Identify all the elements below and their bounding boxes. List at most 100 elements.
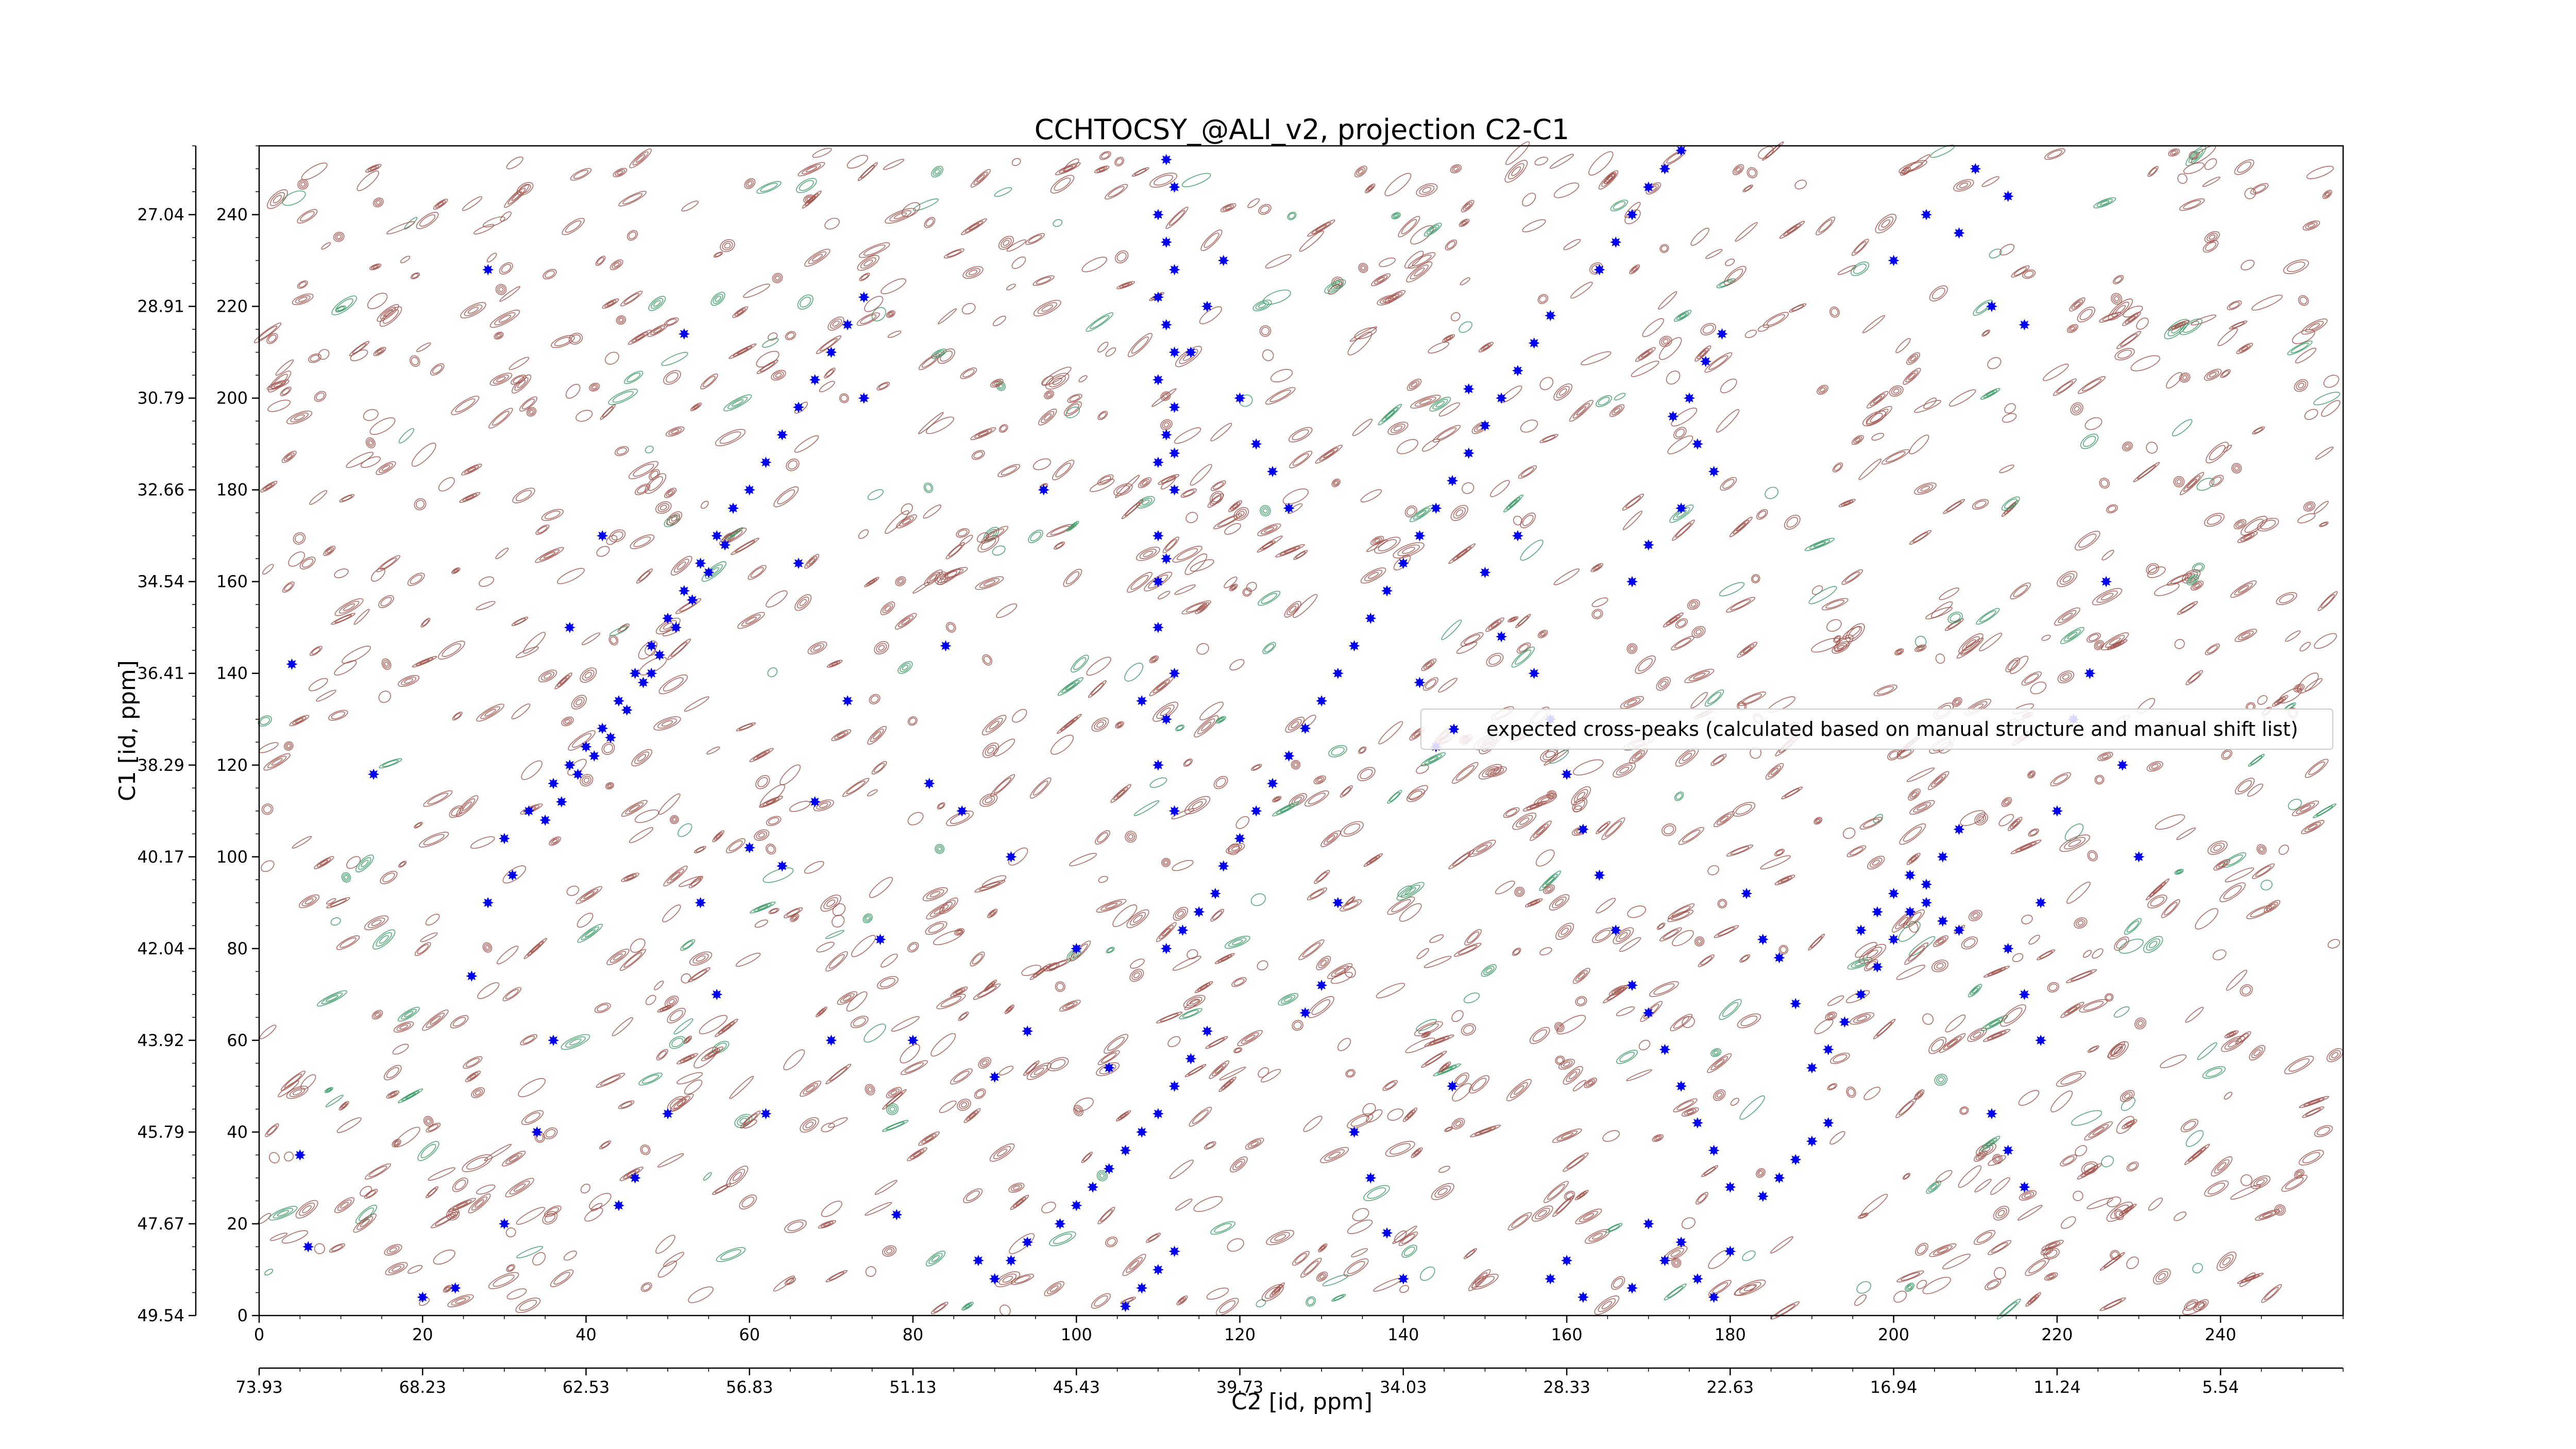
contour-ring xyxy=(1442,334,1455,343)
contour-ring xyxy=(266,379,290,391)
contour-ring xyxy=(1596,395,1613,407)
contour-ring xyxy=(1073,1105,1084,1117)
contour-ring xyxy=(2237,531,2258,543)
contour-ring xyxy=(1340,821,1364,837)
contour-ring xyxy=(2223,444,2232,452)
contour-ring xyxy=(1419,185,1435,195)
contour-ring xyxy=(502,1151,526,1167)
contour-ring xyxy=(675,598,702,614)
contour-ring xyxy=(719,431,741,444)
contour-ring xyxy=(1553,568,1580,585)
contour-ring xyxy=(285,743,293,750)
contour-ring xyxy=(584,1207,603,1222)
contour-ring xyxy=(1511,1215,1529,1228)
cross-peak-marker xyxy=(1708,1291,1720,1303)
contour-ring xyxy=(2195,1301,2207,1310)
contour-ring xyxy=(1598,397,1610,406)
contour-ring xyxy=(388,1091,398,1098)
contour-ring xyxy=(2182,1301,2205,1315)
contour-ring xyxy=(732,306,749,318)
contour-ring xyxy=(1970,985,1980,996)
contour-ring xyxy=(2206,370,2219,379)
cross-peak-marker xyxy=(548,1034,560,1046)
contour-ring xyxy=(509,1181,530,1195)
contour-ring xyxy=(950,813,970,824)
contour-ring xyxy=(1292,761,1299,768)
cross-peak-marker xyxy=(776,429,788,441)
contour-ring xyxy=(667,511,683,526)
contour-ring xyxy=(811,254,823,262)
contour-ring xyxy=(2146,761,2163,772)
x-tick-label: 80 xyxy=(903,1325,924,1344)
contour-ring xyxy=(1269,1282,1285,1298)
contour-ring xyxy=(993,777,1012,794)
contour-ring xyxy=(398,428,415,444)
contour-ring xyxy=(1598,823,1608,833)
contour-ring xyxy=(590,1203,603,1211)
contour-ring xyxy=(1315,777,1325,783)
contour-ring xyxy=(612,1017,633,1036)
contour-ring xyxy=(1263,508,1268,514)
contour-ring xyxy=(608,389,638,405)
contour-ring xyxy=(938,308,957,325)
contour-ring xyxy=(1318,1243,1328,1253)
contour-ring xyxy=(1553,383,1572,401)
contour-ring xyxy=(1988,1155,2006,1166)
contour-ring xyxy=(1509,499,1518,508)
contour-ring xyxy=(1165,538,1177,551)
contour-ring xyxy=(337,1199,352,1211)
contour-ring xyxy=(979,578,1000,588)
contour-ring xyxy=(314,856,334,869)
contour-ring xyxy=(1269,390,1292,402)
contour-ring xyxy=(957,1099,971,1111)
contour-ring xyxy=(1213,776,1228,789)
contour-ring xyxy=(277,1210,290,1217)
contour-ring xyxy=(825,1270,848,1283)
contour-ring xyxy=(975,576,1004,590)
legend-box xyxy=(1420,709,2333,750)
contour-ring xyxy=(2123,443,2131,450)
contour-ring xyxy=(1843,501,1851,506)
contour-ring xyxy=(1347,1070,1354,1077)
contour-ring xyxy=(1675,428,1685,437)
contour-ring xyxy=(516,1245,544,1259)
contour-ring xyxy=(1167,1036,1181,1048)
contour-ring xyxy=(641,1074,659,1084)
contour-ring xyxy=(1519,817,1530,825)
contour-ring xyxy=(1546,887,1552,891)
contour-ring xyxy=(450,1211,456,1217)
x-ppm-tick-label: 62.53 xyxy=(563,1377,610,1397)
contour-ring xyxy=(1887,749,1901,761)
contour-ring xyxy=(1522,515,1534,526)
plot-frame xyxy=(258,145,2344,1317)
contour-ring xyxy=(2204,368,2222,381)
contour-ring xyxy=(995,381,1006,391)
contour-ring xyxy=(1214,1066,1224,1074)
contour-ring xyxy=(386,1067,399,1079)
contour-ring xyxy=(1340,899,1362,912)
contour-ring xyxy=(626,875,634,880)
contour-ring xyxy=(258,715,272,727)
contour-ring xyxy=(539,549,560,561)
contour-ring xyxy=(909,943,918,951)
cross-peak-marker xyxy=(1888,255,1900,266)
contour-ring xyxy=(1752,575,1759,582)
contour-ring xyxy=(1848,626,1862,639)
contour-ring xyxy=(376,555,400,572)
contour-ring xyxy=(1065,1003,1075,1008)
contour-ring xyxy=(545,270,555,278)
contour-ring xyxy=(266,1125,277,1135)
contour-ring xyxy=(1261,507,1269,515)
contour-ring xyxy=(1442,1065,1448,1070)
contour-ring xyxy=(1233,1047,1243,1053)
contour-ring xyxy=(984,980,997,992)
contour-ring xyxy=(509,357,530,370)
contour-ring xyxy=(1659,244,1669,253)
contour-ring xyxy=(1942,1254,1971,1270)
contour-ring xyxy=(868,1087,873,1092)
contour-ring xyxy=(715,296,721,302)
contour-ring xyxy=(1112,904,1138,928)
contour-ring xyxy=(1273,797,1280,802)
contour-ring xyxy=(412,655,437,668)
contour-ring xyxy=(1247,198,1260,208)
